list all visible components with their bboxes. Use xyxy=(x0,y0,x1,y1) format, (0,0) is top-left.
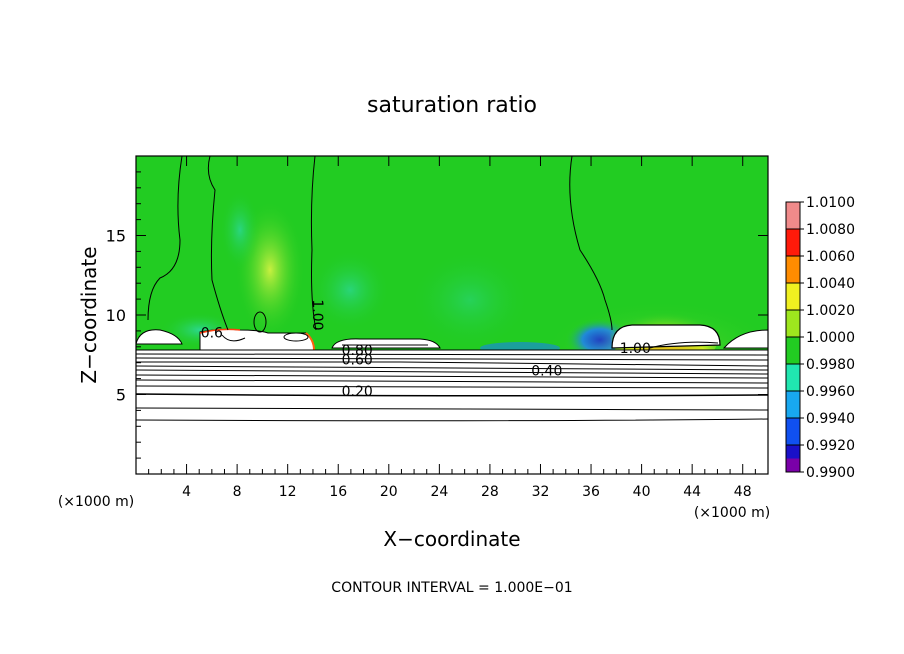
y-axis: 5 10 15 xyxy=(106,171,768,459)
colorbar-label: 1.0100 xyxy=(806,195,855,211)
colorbar-segment xyxy=(786,229,800,256)
colorbar-label: 1.0000 xyxy=(806,330,855,346)
contour-label: 1.00 xyxy=(309,299,325,330)
contour-label: 0.40 xyxy=(531,363,562,379)
colorbar-segment xyxy=(786,364,800,391)
colorbar-label: 0.9980 xyxy=(806,357,855,373)
contour-lines xyxy=(136,156,768,422)
colorbar-label: 0.9940 xyxy=(806,411,855,427)
colorbar-label: 1.0020 xyxy=(806,303,855,319)
x-tick-label: 48 xyxy=(734,484,752,500)
colorbar-segment xyxy=(786,202,800,229)
chart-title: saturation ratio xyxy=(367,93,537,118)
contour-labels: 1.00 0.800.60 0.40 0.20 1.00 0.6 xyxy=(201,299,651,400)
y-tick-label: 5 xyxy=(116,386,126,405)
x-tick-label: 16 xyxy=(329,484,347,500)
x-tick-label: 28 xyxy=(481,484,499,500)
contour-label: 0.20 xyxy=(342,384,373,400)
colorbar-segment xyxy=(786,337,800,364)
x-tick-label: 8 xyxy=(233,484,242,500)
x-unit-left: (×1000 m) xyxy=(58,494,134,510)
x-axis-title: X−coordinate xyxy=(383,527,520,551)
colorbar-segment xyxy=(786,256,800,283)
colorbar-segment xyxy=(786,283,800,310)
x-tick-label: 24 xyxy=(430,484,448,500)
x-tick-label: 4 xyxy=(182,484,191,500)
x-tick-label: 12 xyxy=(279,484,297,500)
colorbar-segment xyxy=(786,418,800,445)
x-tick-label: 44 xyxy=(683,484,701,500)
colorbar-label: 0.9900 xyxy=(806,465,855,481)
y-tick-label: 10 xyxy=(106,306,126,325)
colorbar-label: 1.0060 xyxy=(806,249,855,265)
contour-label: 1.00 xyxy=(620,341,651,357)
x-tick-label: 40 xyxy=(633,484,651,500)
colorbar-segment xyxy=(786,310,800,337)
x-tick-label: 36 xyxy=(582,484,600,500)
colorbar: 0.9900 0.9920 0.9940 0.9960 0.9980 1.0000 1.00… xyxy=(785,195,855,481)
y-axis-title: Z−coordinate xyxy=(77,246,101,383)
x-tick-label: 20 xyxy=(380,484,398,500)
colorbar-label: 1.0040 xyxy=(806,276,855,292)
contour-label: 0.6 xyxy=(201,325,223,341)
colorbar-segment xyxy=(786,391,800,418)
heatmap-field xyxy=(136,156,768,474)
colorbar-label: 1.0080 xyxy=(806,222,855,238)
contour-label: 0.80 xyxy=(342,343,373,359)
x-tick-label: 32 xyxy=(532,484,550,500)
contour-label: 0.60 xyxy=(342,352,373,368)
x-axis: 4 8 12 16 20 24 28 32 36 40 44 48 xyxy=(148,156,756,500)
x-unit-right: (×1000 m) xyxy=(694,505,770,521)
y-tick-label: 15 xyxy=(106,227,126,246)
colorbar-segment xyxy=(786,458,800,472)
colorbar-label: 0.9920 xyxy=(806,438,855,454)
contour-interval-note: CONTOUR INTERVAL = 1.000E−01 xyxy=(331,580,572,596)
colorbar-label: 0.9960 xyxy=(806,384,855,400)
